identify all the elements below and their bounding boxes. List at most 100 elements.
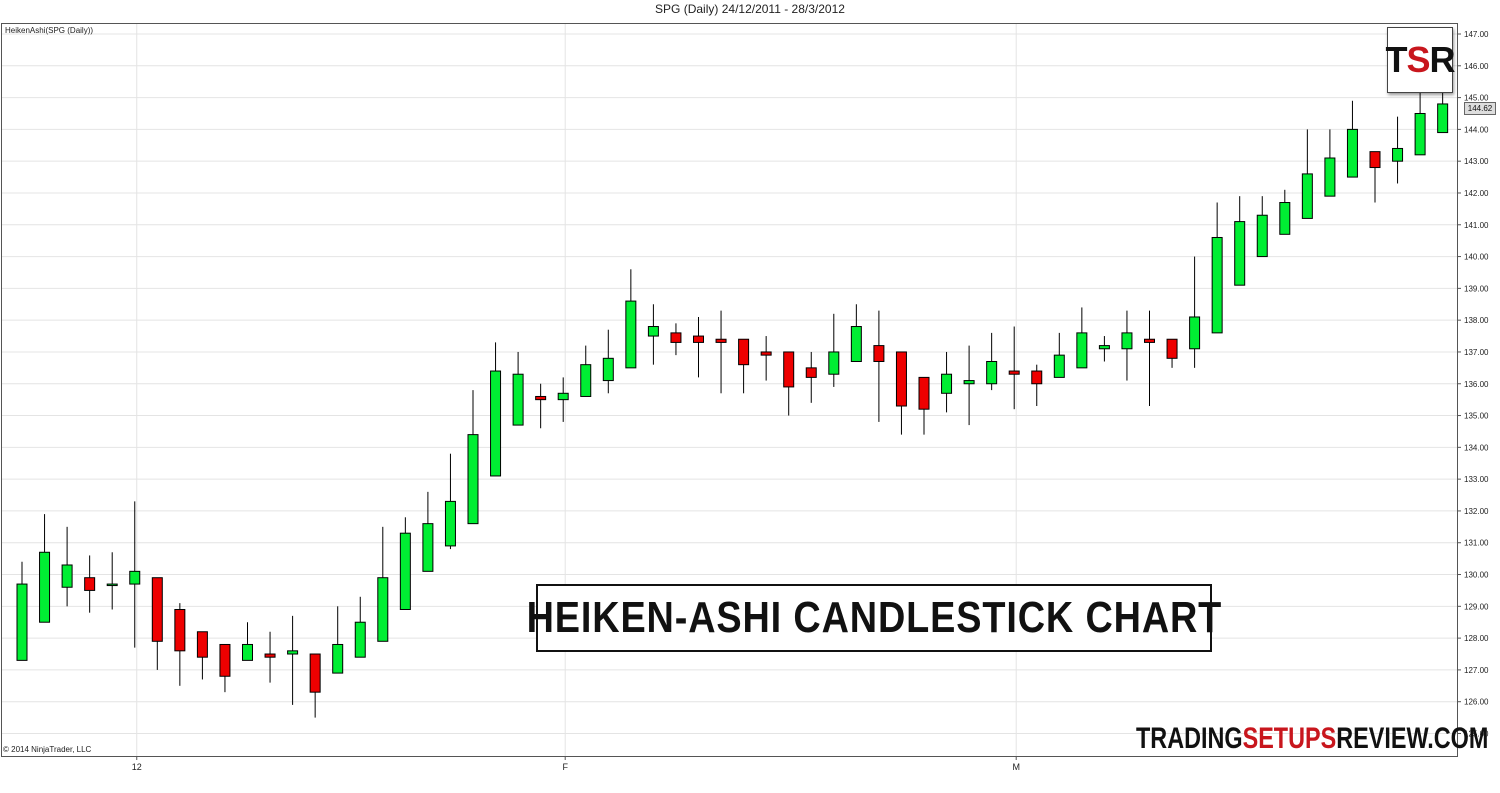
candle-body (963, 380, 975, 385)
y-tick-label: 136.00 (1464, 380, 1489, 389)
candle-body (738, 338, 750, 366)
candle-down (693, 316, 704, 378)
candle-body (151, 577, 163, 642)
candle-down (715, 310, 727, 394)
y-tick-label: 144.00 (1464, 125, 1489, 134)
y-tick-label: 135.00 (1464, 412, 1489, 421)
candle-body (1301, 173, 1313, 219)
candle-up (16, 561, 28, 661)
candle-body (422, 523, 434, 572)
candle-down (151, 577, 163, 670)
candle-up (557, 377, 569, 422)
plot-area (1, 23, 1458, 757)
candle-up (625, 269, 637, 369)
candle-body (287, 650, 299, 655)
candle-up (512, 351, 524, 426)
candle-body (84, 577, 96, 591)
x-tick-label: F (562, 762, 568, 772)
candle-body (602, 357, 614, 382)
candle-up (129, 501, 141, 648)
candle-body (1189, 316, 1201, 350)
candle-up (1189, 256, 1201, 368)
candle-body (309, 653, 321, 693)
candle-body (895, 351, 907, 407)
candle-down (1166, 338, 1178, 368)
candle-up (828, 313, 840, 387)
candle-body (693, 335, 704, 343)
candle-up (580, 345, 592, 397)
candle-up (602, 329, 614, 394)
candle-up (1076, 307, 1088, 369)
last-price-marker: 144.62 (1464, 102, 1496, 115)
y-axis: 125.00 126.00 127.00 128.00 129.00 130.00 131.… (1457, 30, 1489, 739)
chart-caption-banner: HEIKEN-ASHI CANDLESTICK CHART (526, 584, 1221, 652)
candle-body (1414, 112, 1426, 156)
candle-body (580, 364, 592, 397)
candle-body (760, 351, 772, 356)
candle-body (715, 338, 727, 343)
y-tick-label: 131.00 (1464, 539, 1489, 548)
candle-down (783, 351, 795, 416)
candle-body (1031, 370, 1043, 385)
y-tick-label: 138.00 (1464, 316, 1489, 325)
y-tick-label: 139.00 (1464, 284, 1489, 293)
candle-body (1279, 202, 1291, 235)
candle-body (1008, 370, 1020, 375)
y-tick-label: 130.00 (1464, 571, 1489, 580)
candle-body (941, 373, 953, 394)
candle-body (264, 653, 276, 658)
candle-up (106, 552, 118, 610)
candle-body (129, 570, 141, 585)
candle-body (490, 370, 502, 477)
candle-body (106, 583, 118, 587)
candle-up (1211, 202, 1223, 334)
y-tick-label: 137.00 (1464, 348, 1489, 357)
candle-up (1234, 196, 1246, 286)
logo-letter-r: R (1429, 39, 1456, 80)
candle-down (1031, 364, 1043, 407)
candle-up (1324, 129, 1336, 197)
candle-up (287, 615, 299, 705)
x-tick-label: M (1012, 762, 1020, 772)
grid-lines (2, 24, 1457, 756)
candle-body (1392, 147, 1404, 162)
candle-up (1346, 100, 1358, 178)
indicator-label: HeikenAshi(SPG (Daily)) (5, 26, 94, 35)
candle-down (918, 376, 930, 435)
candle-up (647, 304, 659, 365)
candle-body (625, 300, 637, 369)
candle-body (467, 434, 479, 525)
candle-up (1279, 189, 1291, 235)
candle-body (1211, 236, 1223, 334)
candle-down (670, 323, 682, 356)
candle-down (895, 351, 907, 435)
watermark-part-2: SETUPS (1242, 722, 1337, 755)
candle-body (377, 577, 389, 642)
y-tick-label: 128.00 (1464, 634, 1489, 643)
y-tick-label: 129.00 (1464, 602, 1489, 611)
y-tick-label: 145.00 (1464, 94, 1489, 103)
candle-up (242, 622, 253, 661)
candle-body (196, 631, 208, 658)
y-tick-label: 142.00 (1464, 189, 1489, 198)
candle-body (850, 326, 862, 362)
candle-down (805, 351, 817, 403)
candle-body (512, 373, 524, 426)
logo-letter-t: T (1385, 39, 1408, 80)
candle-up (332, 606, 344, 674)
candle-body (16, 583, 28, 661)
candle-up (1392, 116, 1404, 184)
candle-up (1121, 310, 1133, 381)
candle-body (828, 351, 840, 375)
candle-down (309, 653, 321, 718)
candle-body (986, 360, 998, 385)
y-tick-label: 133.00 (1464, 475, 1489, 484)
candle-up (1414, 91, 1426, 156)
candle-up (850, 304, 862, 362)
candle-up (963, 345, 975, 426)
candle-up (1301, 129, 1313, 219)
candle-up (422, 491, 434, 572)
candle-body (918, 376, 930, 410)
candle-body (1166, 338, 1178, 359)
candle-body (1437, 103, 1449, 134)
